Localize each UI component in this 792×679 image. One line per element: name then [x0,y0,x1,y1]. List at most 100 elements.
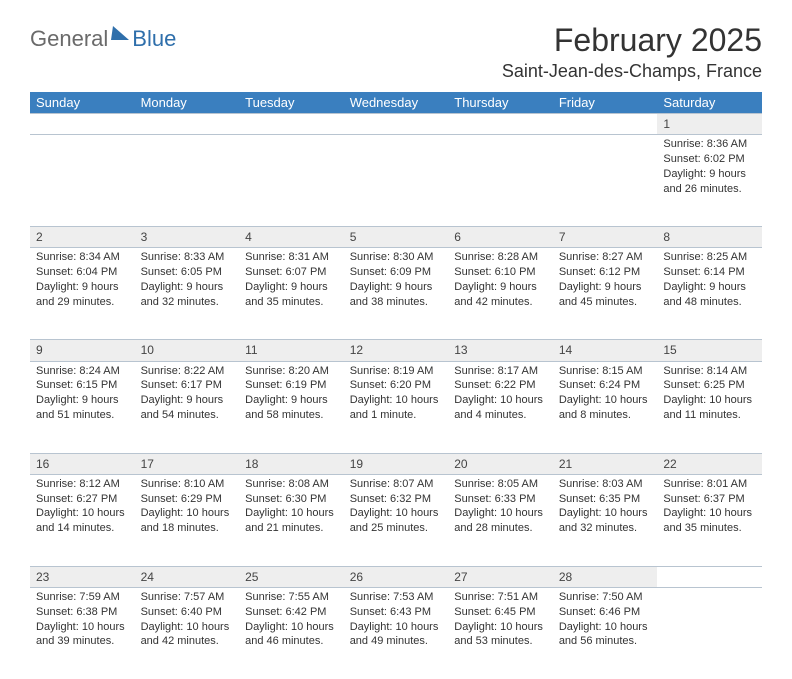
day-number-cell: 27 [448,566,553,587]
day-number: 5 [350,230,357,244]
day-number-cell [657,566,762,587]
day-number: 18 [245,457,258,471]
sunset-text: Sunset: 6:35 PM [559,492,652,507]
day-number: 7 [559,230,566,244]
sunrise-text: Sunrise: 8:07 AM [350,477,443,492]
day-number-cell: 20 [448,453,553,474]
daylight-text: Daylight: 9 hours and 51 minutes. [36,393,129,423]
day-cell: Sunrise: 8:07 AMSunset: 6:32 PMDaylight:… [344,474,449,566]
calendar-body: 1Sunrise: 8:36 AMSunset: 6:02 PMDaylight… [30,114,762,679]
sunrise-text: Sunrise: 8:08 AM [245,477,338,492]
day-number: 4 [245,230,252,244]
day-number: 15 [663,343,676,357]
daylight-text: Daylight: 9 hours and 32 minutes. [141,280,234,310]
day-number: 28 [559,570,572,584]
day-header-wed: Wednesday [344,92,449,114]
daynum-row: 232425262728 [30,566,762,587]
day-cell: Sunrise: 8:15 AMSunset: 6:24 PMDaylight:… [553,361,658,453]
sunset-text: Sunset: 6:33 PM [454,492,547,507]
daylight-text: Daylight: 9 hours and 35 minutes. [245,280,338,310]
day-number: 12 [350,343,363,357]
day-number-cell [553,114,658,135]
logo-word2: Blue [132,26,176,52]
day-number: 23 [36,570,49,584]
day-cell: Sunrise: 8:36 AMSunset: 6:02 PMDaylight:… [657,135,762,227]
sunrise-text: Sunrise: 8:31 AM [245,250,338,265]
sunset-text: Sunset: 6:29 PM [141,492,234,507]
day-number-cell: 24 [135,566,240,587]
day-header-row: Sunday Monday Tuesday Wednesday Thursday… [30,92,762,114]
day-cell: Sunrise: 7:55 AMSunset: 6:42 PMDaylight:… [239,587,344,679]
sunrise-text: Sunrise: 8:10 AM [141,477,234,492]
day-number: 6 [454,230,461,244]
daynum-row: 1 [30,114,762,135]
daylight-text: Daylight: 10 hours and 56 minutes. [559,620,652,650]
sunset-text: Sunset: 6:42 PM [245,605,338,620]
day-cell: Sunrise: 8:25 AMSunset: 6:14 PMDaylight:… [657,248,762,340]
sunrise-text: Sunrise: 8:19 AM [350,364,443,379]
day-cell: Sunrise: 8:10 AMSunset: 6:29 PMDaylight:… [135,474,240,566]
day-info: Sunrise: 8:10 AMSunset: 6:29 PMDaylight:… [141,475,234,536]
week-row: Sunrise: 7:59 AMSunset: 6:38 PMDaylight:… [30,587,762,679]
sunset-text: Sunset: 6:30 PM [245,492,338,507]
sunset-text: Sunset: 6:17 PM [141,378,234,393]
day-cell: Sunrise: 8:14 AMSunset: 6:25 PMDaylight:… [657,361,762,453]
day-number: 21 [559,457,572,471]
daylight-text: Daylight: 10 hours and 53 minutes. [454,620,547,650]
day-cell: Sunrise: 8:19 AMSunset: 6:20 PMDaylight:… [344,361,449,453]
day-number: 8 [663,230,670,244]
day-cell [344,135,449,227]
day-number-cell: 11 [239,340,344,361]
day-info: Sunrise: 8:28 AMSunset: 6:10 PMDaylight:… [454,248,547,309]
day-info: Sunrise: 8:22 AMSunset: 6:17 PMDaylight:… [141,362,234,423]
day-cell [135,135,240,227]
day-info: Sunrise: 8:15 AMSunset: 6:24 PMDaylight:… [559,362,652,423]
day-header-mon: Monday [135,92,240,114]
page-header: General Blue February 2025 Saint-Jean-de… [30,22,762,82]
sunset-text: Sunset: 6:27 PM [36,492,129,507]
day-number: 10 [141,343,154,357]
day-number-cell: 5 [344,227,449,248]
month-title: February 2025 [502,22,762,59]
day-cell [239,135,344,227]
day-info: Sunrise: 8:01 AMSunset: 6:37 PMDaylight:… [663,475,756,536]
daylight-text: Daylight: 9 hours and 38 minutes. [350,280,443,310]
calendar-table: Sunday Monday Tuesday Wednesday Thursday… [30,92,762,679]
sunrise-text: Sunrise: 8:14 AM [663,364,756,379]
sunrise-text: Sunrise: 8:27 AM [559,250,652,265]
sunrise-text: Sunrise: 8:30 AM [350,250,443,265]
day-header-sat: Saturday [657,92,762,114]
sunset-text: Sunset: 6:40 PM [141,605,234,620]
daylight-text: Daylight: 10 hours and 18 minutes. [141,506,234,536]
day-number: 24 [141,570,154,584]
sunrise-text: Sunrise: 8:20 AM [245,364,338,379]
day-info: Sunrise: 8:30 AMSunset: 6:09 PMDaylight:… [350,248,443,309]
day-number: 14 [559,343,572,357]
sunrise-text: Sunrise: 8:33 AM [141,250,234,265]
day-cell: Sunrise: 8:33 AMSunset: 6:05 PMDaylight:… [135,248,240,340]
daynum-row: 16171819202122 [30,453,762,474]
sunset-text: Sunset: 6:10 PM [454,265,547,280]
day-cell: Sunrise: 8:22 AMSunset: 6:17 PMDaylight:… [135,361,240,453]
sunset-text: Sunset: 6:45 PM [454,605,547,620]
day-number-cell: 15 [657,340,762,361]
day-cell: Sunrise: 8:30 AMSunset: 6:09 PMDaylight:… [344,248,449,340]
day-cell [448,135,553,227]
sunrise-text: Sunrise: 8:22 AM [141,364,234,379]
sunrise-text: Sunrise: 8:28 AM [454,250,547,265]
day-number-cell: 16 [30,453,135,474]
day-info: Sunrise: 8:12 AMSunset: 6:27 PMDaylight:… [36,475,129,536]
day-number: 2 [36,230,43,244]
sunset-text: Sunset: 6:37 PM [663,492,756,507]
day-cell: Sunrise: 7:59 AMSunset: 6:38 PMDaylight:… [30,587,135,679]
day-info: Sunrise: 8:33 AMSunset: 6:05 PMDaylight:… [141,248,234,309]
day-number: 25 [245,570,258,584]
day-number: 13 [454,343,467,357]
day-number: 27 [454,570,467,584]
daylight-text: Daylight: 9 hours and 54 minutes. [141,393,234,423]
daynum-row: 9101112131415 [30,340,762,361]
day-info: Sunrise: 7:53 AMSunset: 6:43 PMDaylight:… [350,588,443,649]
day-info: Sunrise: 8:27 AMSunset: 6:12 PMDaylight:… [559,248,652,309]
day-cell: Sunrise: 8:28 AMSunset: 6:10 PMDaylight:… [448,248,553,340]
day-header-sun: Sunday [30,92,135,114]
